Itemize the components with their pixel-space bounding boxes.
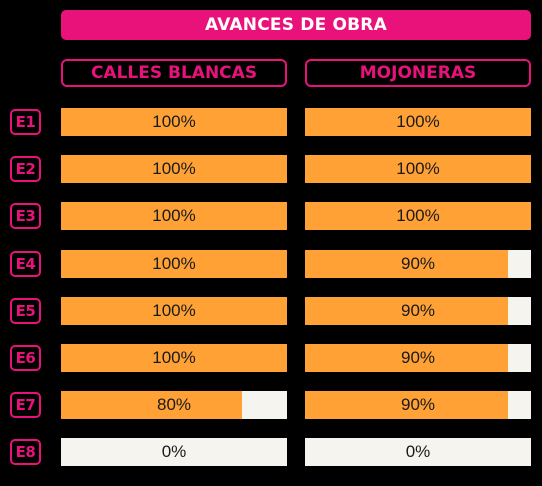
progress-value-label: 90% [400, 348, 436, 367]
chart-title: AVANCES DE OBRA [61, 10, 531, 40]
progress-bar-e8-mojoneras: 0% [305, 438, 531, 466]
progress-value-label: 100% [396, 112, 440, 131]
row-label-e2: E2 [10, 156, 41, 182]
progress-bar-fill [61, 250, 287, 278]
progress-bar-fill [305, 344, 509, 372]
progress-bar-fill [61, 108, 287, 136]
progress-value-label: 90% [400, 301, 436, 320]
progress-bar-fill [305, 202, 531, 230]
progress-value-label: 100% [152, 301, 196, 320]
progress-value-label: 100% [396, 159, 440, 178]
progress-bar-e4-mojoneras: 90% [305, 250, 531, 278]
row-label-e3: E3 [10, 203, 41, 229]
progress-bar-fill [61, 344, 287, 372]
progress-bar-fill [61, 297, 287, 325]
row-label-e4: E4 [10, 251, 41, 277]
progress-bar-e7-mojoneras: 90% [305, 391, 531, 419]
progress-bar-fill [305, 108, 531, 136]
progress-value-label: 100% [152, 348, 196, 367]
progress-value-label: 100% [396, 206, 440, 225]
progress-bar-e8-calles-blancas: 0% [61, 438, 287, 466]
progress-value-label: 80% [156, 395, 192, 414]
progress-bar-e1-mojoneras: 100% [305, 108, 531, 136]
column-header-mojoneras: MOJONERAS [305, 59, 531, 87]
progress-value-label: 100% [152, 159, 196, 178]
progress-bar-e5-mojoneras: 90% [305, 297, 531, 325]
row-label-e7: E7 [10, 392, 41, 418]
progress-bar-e3-calles-blancas: 100% [61, 202, 287, 230]
progress-value-label: 100% [152, 112, 196, 131]
row-label-e5: E5 [10, 298, 41, 324]
row-label-e1: E1 [10, 109, 41, 135]
progress-bar-fill [61, 391, 242, 419]
progress-value-label: 100% [152, 254, 196, 273]
progress-bar-fill [305, 155, 531, 183]
row-label-e6: E6 [10, 345, 41, 371]
progress-bar-fill [61, 202, 287, 230]
row-label-e8: E8 [10, 439, 41, 465]
progress-value-label: 100% [152, 206, 196, 225]
progress-bar-fill [305, 250, 509, 278]
column-header-calles-blancas: CALLES BLANCAS [61, 59, 287, 87]
progress-bar-e4-calles-blancas: 100% [61, 250, 287, 278]
progress-bar-e6-calles-blancas: 100% [61, 344, 287, 372]
progress-value-label: 0% [405, 442, 431, 461]
progress-value-label: 90% [400, 254, 436, 273]
progress-bar-e5-calles-blancas: 100% [61, 297, 287, 325]
progress-bar-e1-calles-blancas: 100% [61, 108, 287, 136]
progress-bar-e3-mojoneras: 100% [305, 202, 531, 230]
progress-bar-fill [305, 297, 509, 325]
progress-bar-e7-calles-blancas: 80% [61, 391, 287, 419]
progress-bar-e2-calles-blancas: 100% [61, 155, 287, 183]
progress-bar-e6-mojoneras: 90% [305, 344, 531, 372]
progress-bar-fill [305, 391, 509, 419]
progress-value-label: 0% [161, 442, 187, 461]
progress-bar-fill [61, 155, 287, 183]
progress-value-label: 90% [400, 395, 436, 414]
progress-bar-e2-mojoneras: 100% [305, 155, 531, 183]
